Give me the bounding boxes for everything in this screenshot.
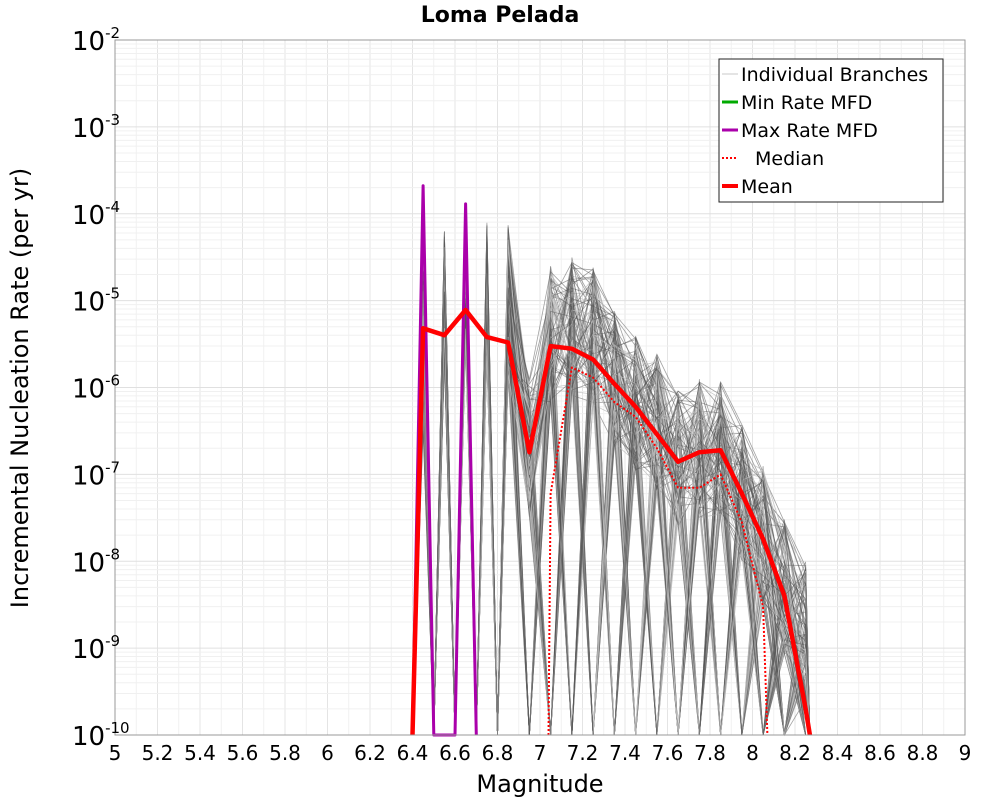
legend-label: Individual Branches: [741, 64, 928, 86]
legend: Individual Branches Min Rate MFD Max Rate …: [718, 58, 944, 203]
x-tick-label: 5: [109, 741, 122, 765]
x-tick-label: 6.8: [482, 741, 514, 765]
x-tick-label: 7.2: [567, 741, 599, 765]
y-tick-label: 10-2: [72, 24, 120, 57]
x-tick-label: 6.6: [439, 741, 471, 765]
y-tick-label: 10-4: [72, 198, 120, 231]
chart-title: Loma Pelada: [421, 3, 580, 28]
x-tick-label: 8: [746, 741, 759, 765]
y-tick-label: 10-3: [72, 111, 120, 144]
x-tick-label: 5.2: [142, 741, 174, 765]
x-tick-label: 9: [959, 741, 972, 765]
x-tick-label: 6.4: [397, 741, 429, 765]
x-tick-label: 5.4: [184, 741, 216, 765]
x-tick-label: 8.4: [822, 741, 854, 765]
x-tick-label: 8.2: [779, 741, 811, 765]
series-mean: [410, 307, 813, 736]
x-tick-label: 8.8: [907, 741, 939, 765]
y-tick-label: 10-5: [72, 285, 120, 318]
x-tick-label: 5.8: [269, 741, 301, 765]
legend-box: [718, 58, 944, 203]
y-tick-label: 10-9: [72, 632, 120, 665]
legend-label: Max Rate MFD: [741, 120, 878, 142]
x-tick-label: 7.4: [609, 741, 641, 765]
x-tick-label: 5.6: [227, 741, 259, 765]
x-tick-label: 6: [321, 741, 334, 765]
y-tick-label: 10-8: [72, 545, 120, 578]
x-tick-label: 8.6: [864, 741, 896, 765]
legend-label: Min Rate MFD: [741, 92, 872, 114]
y-axis-label: Incremental Nucleation Rate (per yr): [6, 168, 34, 608]
y-tick-label: 10-10: [72, 719, 130, 752]
x-tick-label: 6.2: [354, 741, 386, 765]
x-tick-label: 7.8: [694, 741, 726, 765]
x-tick-label: 7: [534, 741, 547, 765]
x-tick-labels: 5 5.2 5.4 5.6 5.8 6 6.2 6.4 6.6 6.8 7 7.2 7.4 7.6 7.8 8…: [109, 741, 972, 765]
legend-label: Median: [755, 148, 824, 170]
x-axis-label: Magnitude: [476, 770, 603, 798]
plot-frame: [114, 39, 966, 736]
y-tick-label: 10-7: [72, 458, 120, 491]
x-tick-label: 7.6: [652, 741, 684, 765]
series-median: [547, 366, 769, 736]
y-tick-label: 10-6: [72, 372, 120, 405]
y-tick-labels: 10-10 10-9 10-8 10-7 10-6 10-5 10-4 10-3 10-2: [72, 24, 130, 752]
legend-label: Mean: [741, 176, 793, 198]
